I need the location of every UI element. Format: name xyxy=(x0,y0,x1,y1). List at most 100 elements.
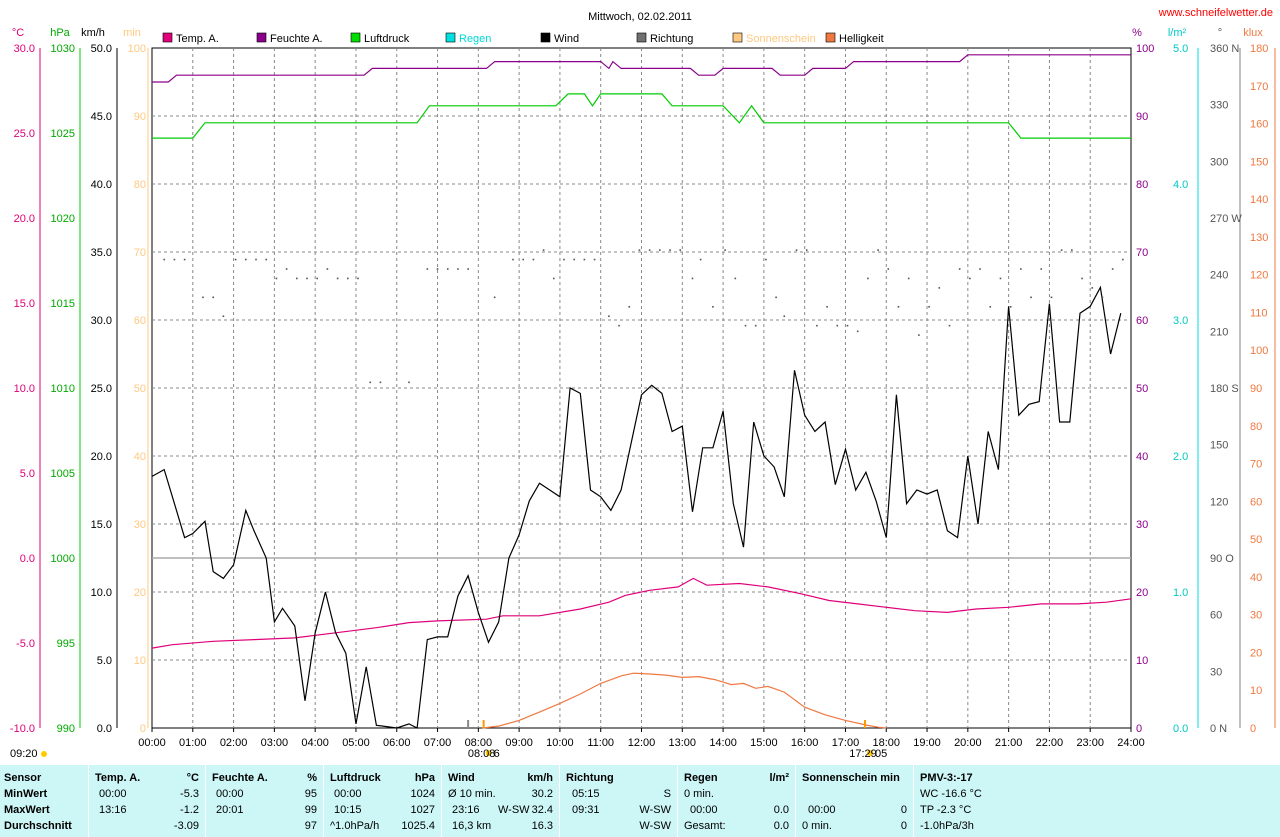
pressure-tick-label: 1015 xyxy=(51,298,75,310)
humidity-tick-label: 20 xyxy=(1136,587,1148,599)
direction-point xyxy=(928,305,930,308)
lux-tick-label: 60 xyxy=(1250,496,1262,508)
direction-tick-label: 0 N xyxy=(1210,723,1227,735)
direction-tick-label: 180 S xyxy=(1210,383,1239,395)
sunset-suffix: 05 xyxy=(875,748,887,760)
rain-tick-label: 3.0 xyxy=(1173,315,1188,327)
series-helligkeit xyxy=(482,672,887,729)
direction-point xyxy=(938,287,941,289)
direction-point xyxy=(846,324,849,327)
temp-tick-label: 10.0 xyxy=(14,383,35,395)
statistics-table: Sensor MinWert MaxWert Durchschnitt Temp… xyxy=(0,765,1280,837)
direction-point xyxy=(1009,305,1012,308)
temp-tick-label: 5.0 xyxy=(20,468,35,480)
direction-point xyxy=(979,268,981,270)
direction-point xyxy=(765,258,767,261)
series-luftdruck xyxy=(152,93,1131,139)
legend-label: Richtung xyxy=(650,33,693,45)
direction-point xyxy=(183,258,186,261)
humidity-tick-label: 80 xyxy=(1136,179,1148,191)
x-tick-label: 09:00 xyxy=(505,737,533,749)
stats-sunshine-max-time: 00:00 xyxy=(808,804,836,816)
stats-temp-min-time: 00:00 xyxy=(99,788,127,800)
grid: 00:00 01:00 02:00 03:00 04:00 05:00 06:00 07:00… xyxy=(138,47,1145,749)
series-feuchte-a xyxy=(152,54,1131,83)
direction-point xyxy=(1060,249,1063,251)
stats-humidity-column: Feuchte A. % 00:00 95 20:01 99 97 xyxy=(206,765,323,837)
stats-wind-max-direction: W-SW xyxy=(498,804,530,816)
x-tick-label: 12:00 xyxy=(628,737,656,749)
humidity-tick-label: 30 xyxy=(1136,519,1148,531)
stats-humidity-unit: % xyxy=(307,772,317,784)
axis-unit-label: min xyxy=(123,27,141,39)
direction-point xyxy=(426,268,429,270)
direction-point xyxy=(969,277,971,280)
lux-tick-label: 50 xyxy=(1250,534,1262,546)
sun-tick-label: 80 xyxy=(134,179,146,191)
humidity-tick-label: 0 xyxy=(1136,723,1142,735)
stats-pmv-column: PMV-3:-17 WC -16.6 °C TP -2.3 °C -1.0hPa… xyxy=(914,765,1280,837)
direction-point xyxy=(369,381,372,384)
x-tick-label: 22:00 xyxy=(1036,737,1064,749)
lux-tick-label: 130 xyxy=(1250,232,1268,244)
stats-pressure-trend: ^1.0hPa/h xyxy=(330,820,380,832)
x-tick-label: 14:00 xyxy=(709,737,737,749)
lux-tick-label: 160 xyxy=(1250,119,1268,131)
direction-point xyxy=(948,324,951,327)
direction-point xyxy=(234,258,237,261)
direction-tick-label: 30 xyxy=(1210,666,1222,678)
direction-point xyxy=(989,305,992,308)
x-tick-label: 11:00 xyxy=(587,737,614,749)
wind-tick-label: 15.0 xyxy=(91,519,112,531)
stats-sunshine-max-value: 0 xyxy=(900,804,907,816)
stats-rain-max-time: 00:00 xyxy=(690,804,718,816)
stats-humidity-max-value: 99 xyxy=(304,804,317,816)
legend-item: Luftdruck xyxy=(350,32,410,45)
lux-tick-label: 0 xyxy=(1250,723,1256,735)
sun-tick-label: 70 xyxy=(134,247,146,259)
x-tick-label: 23:00 xyxy=(1076,737,1104,749)
lux-tick-label: 80 xyxy=(1250,421,1262,433)
direction-point xyxy=(783,315,786,318)
direction-point xyxy=(1030,296,1032,299)
direction-point xyxy=(918,334,920,336)
humidity-tick-label: 50 xyxy=(1136,383,1148,395)
x-tick-label: 10:00 xyxy=(546,737,574,749)
pressure-tick-label: 1010 xyxy=(51,383,75,395)
direction-point xyxy=(691,277,694,280)
temp-tick-label: 15.0 xyxy=(14,298,35,310)
stats-direction-header: Richtung xyxy=(566,772,614,784)
direction-point xyxy=(552,277,555,280)
direction-point xyxy=(285,268,288,270)
stats-pressure-unit: hPa xyxy=(414,772,435,784)
direction-tick-label: 330 xyxy=(1210,100,1228,112)
sunset-icon xyxy=(867,750,874,756)
direction-point xyxy=(1050,296,1053,299)
humidity-tick-label: 40 xyxy=(1136,451,1148,463)
x-tick-label: 13:00 xyxy=(669,737,697,749)
temp-tick-label: 25.0 xyxy=(14,128,35,140)
rain-tick-label: 5.0 xyxy=(1173,43,1188,55)
stats-wind-max-time: 23:16 xyxy=(452,804,480,816)
direction-point xyxy=(212,296,214,299)
stats-humidity-min-time: 00:00 xyxy=(216,788,244,800)
direction-point xyxy=(457,268,459,270)
site-url[interactable]: www.schneifelwetter.de xyxy=(1158,7,1273,19)
chart-title: Mittwoch, 02.02.2011 xyxy=(588,11,692,23)
x-tick-label: 03:00 xyxy=(261,737,289,749)
series-richtung xyxy=(163,249,1124,384)
legend: Temp. A. Feuchte A. Luftdruck Regen Wind Rich… xyxy=(162,32,884,45)
direction-point xyxy=(669,249,671,251)
stats-pmv-header: PMV-3:-17 xyxy=(920,772,973,784)
stats-wind-max-value: 32.4 xyxy=(531,804,553,816)
axes: °C hPa km/h min% l/m² ° klux 30.0 25.0 20.0 15.0 10… xyxy=(10,27,1276,735)
axis-unit-label: °C xyxy=(12,27,24,39)
stats-humidity-header: Feuchte A. xyxy=(212,772,268,784)
stats-sunshine-total-value: 0 xyxy=(900,820,907,832)
lux-tick-label: 90 xyxy=(1250,383,1262,395)
stats-pressure-min-value: 1024 xyxy=(410,788,435,800)
stats-temp-column: Temp. A. °C 00:00 -5.3 13:16 -1.2 -3.09 xyxy=(89,765,205,837)
stats-pmv-windchill: WC -16.6 °C xyxy=(920,788,982,800)
axis-unit-label: l/m² xyxy=(1168,27,1187,39)
